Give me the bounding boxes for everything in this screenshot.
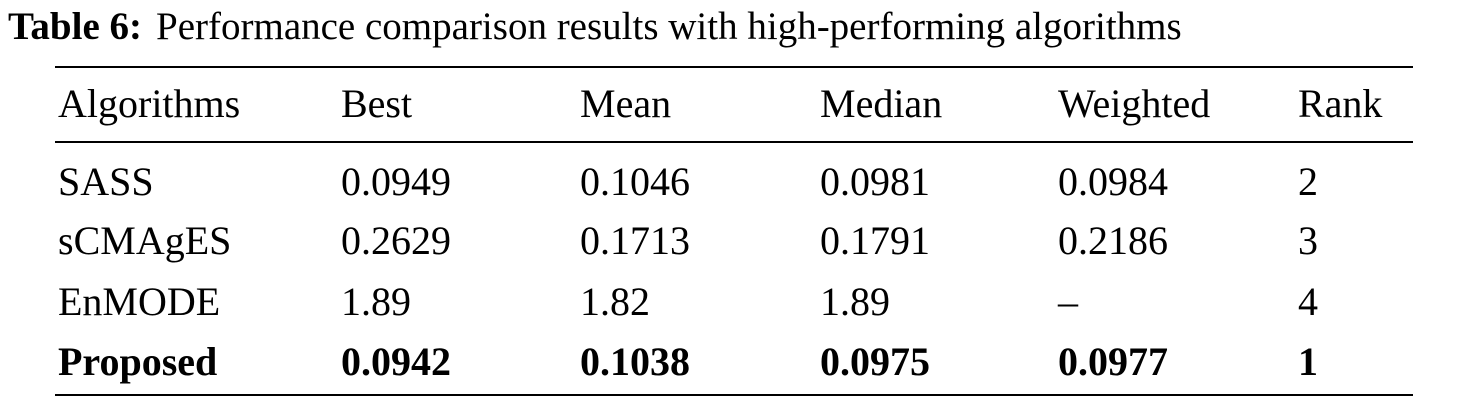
header-best: Best [341,81,413,126]
table-top-rule [55,66,1413,68]
cell-best: 0.0949 [341,159,451,204]
cell-median: 1.89 [820,279,890,324]
header-weighted: Weighted [1058,81,1211,126]
cell-median: 0.1791 [820,218,930,263]
cell-algorithm: sCMAgES [58,218,232,263]
cell-rank: 2 [1298,159,1318,204]
cell-best: 1.89 [341,279,411,324]
header-median: Median [820,81,943,126]
table-row: SASS 0.0949 0.1046 0.0981 0.0984 2 [0,154,1462,210]
cell-algorithm: Proposed [58,339,218,384]
cell-mean: 0.1046 [580,159,690,204]
header-rank: Rank [1298,81,1383,126]
table-header-row: Algorithms Best Mean Median Weighted Ran… [0,76,1462,132]
table-row-highlighted: Proposed 0.0942 0.1038 0.0975 0.0977 1 [0,334,1462,390]
cell-algorithm: EnMODE [58,279,221,324]
cell-best: 0.2629 [341,218,451,263]
cell-rank: 4 [1298,279,1318,324]
cell-median: 0.0981 [820,159,930,204]
table-header-rule [55,141,1413,143]
cell-mean: 0.1713 [580,218,690,263]
cell-median: 0.0975 [820,339,930,384]
table-bottom-rule [55,394,1413,396]
cell-algorithm: SASS [58,159,154,204]
table-row: sCMAgES 0.2629 0.1713 0.1791 0.2186 3 [0,213,1462,269]
table-row: EnMODE 1.89 1.82 1.89 – 4 [0,274,1462,330]
table-caption: Table 6: Performance comparison results w… [8,4,1458,50]
cell-mean: 0.1038 [580,339,690,384]
cell-best: 0.0942 [341,339,451,384]
caption-label: Table 6: [8,5,143,48]
header-mean: Mean [580,81,672,126]
cell-weighted: 0.0977 [1058,339,1168,384]
header-algorithms: Algorithms [58,81,241,126]
cell-rank: 1 [1298,339,1318,384]
cell-mean: 1.82 [580,279,650,324]
cell-weighted: 0.0984 [1058,159,1168,204]
cell-rank: 3 [1298,218,1318,263]
cell-weighted: 0.2186 [1058,218,1168,263]
cell-weighted: – [1058,279,1078,324]
caption-text: Performance comparison results with high… [156,5,1182,48]
